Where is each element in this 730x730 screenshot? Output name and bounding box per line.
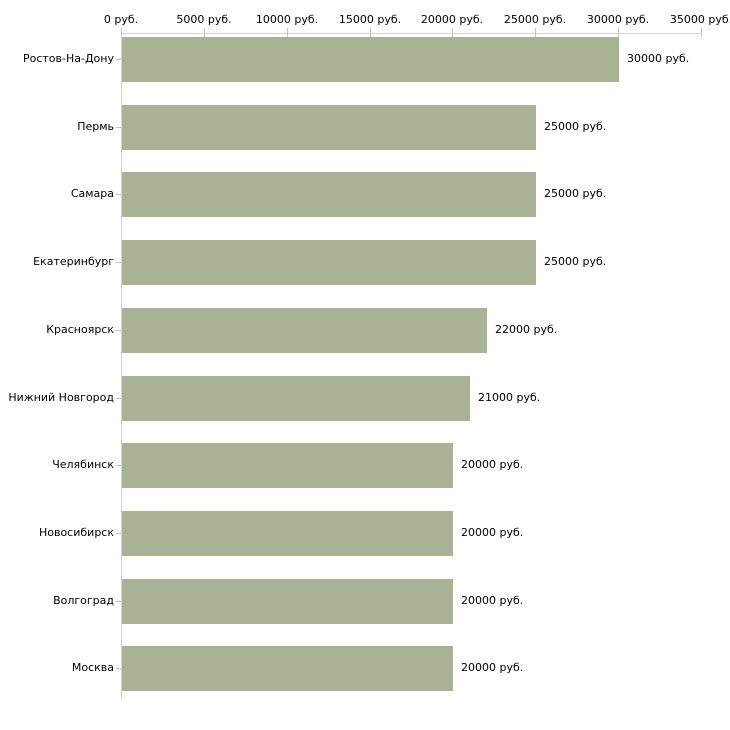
bar [122,172,536,217]
x-tick-label: 15000 руб. [338,13,402,26]
bar [122,579,453,624]
category-tick-mark [116,668,121,669]
bar [122,105,536,150]
category-tick-mark [116,533,121,534]
bar-value-label: 20000 руб. [461,526,524,539]
category-tick-mark [116,127,121,128]
bar-value-label: 20000 руб. [461,594,524,607]
x-tick-mark [701,28,702,37]
bar-value-label: 20000 руб. [461,458,524,471]
y-axis-line [121,33,122,700]
bar-value-label: 21000 руб. [478,391,541,404]
category-tick-mark [116,398,121,399]
category-label: Красноярск [46,323,114,336]
bar-value-label: 20000 руб. [461,661,524,674]
x-tick-mark [452,28,453,37]
x-tick-label: 5000 руб. [176,13,232,26]
bar-value-label: 25000 руб. [544,255,607,268]
x-tick-mark [618,28,619,37]
x-tick-label: 25000 руб. [503,13,567,26]
category-label: Москва [71,661,114,674]
category-label: Пермь [77,120,114,133]
bar [122,646,453,691]
bar-value-label: 25000 руб. [544,187,607,200]
x-tick-label: 10000 руб. [255,13,319,26]
category-label: Челябинск [52,458,114,471]
x-tick-mark [204,28,205,37]
x-tick-mark [535,28,536,37]
x-tick-label: 20000 руб. [420,13,484,26]
category-label: Самара [70,187,114,200]
category-label: Ростов-На-Дону [22,52,114,65]
x-tick-mark [370,28,371,37]
bar-value-label: 22000 руб. [495,323,558,336]
bar [122,443,453,488]
x-axis-line [121,33,701,34]
bar [122,240,536,285]
x-tick-mark [287,28,288,37]
bar-value-label: 30000 руб. [627,52,690,65]
category-tick-mark [116,194,121,195]
category-label: Волгоград [53,594,114,607]
category-tick-mark [116,262,121,263]
category-tick-mark [116,465,121,466]
bar [122,376,470,421]
bar [122,511,453,556]
category-tick-mark [116,601,121,602]
category-label: Екатеринбург [33,255,114,268]
x-tick-mark [121,28,122,37]
category-label: Нижний Новгород [8,391,114,404]
bar [122,308,487,353]
bar [122,37,619,82]
x-tick-label: 35000 руб. [669,13,730,26]
bar-value-label: 25000 руб. [544,120,607,133]
x-tick-label: 30000 руб. [586,13,650,26]
x-tick-label: 0 руб. [103,13,139,26]
category-tick-mark [116,330,121,331]
category-label: Новосибирск [38,526,114,539]
category-tick-mark [116,59,121,60]
